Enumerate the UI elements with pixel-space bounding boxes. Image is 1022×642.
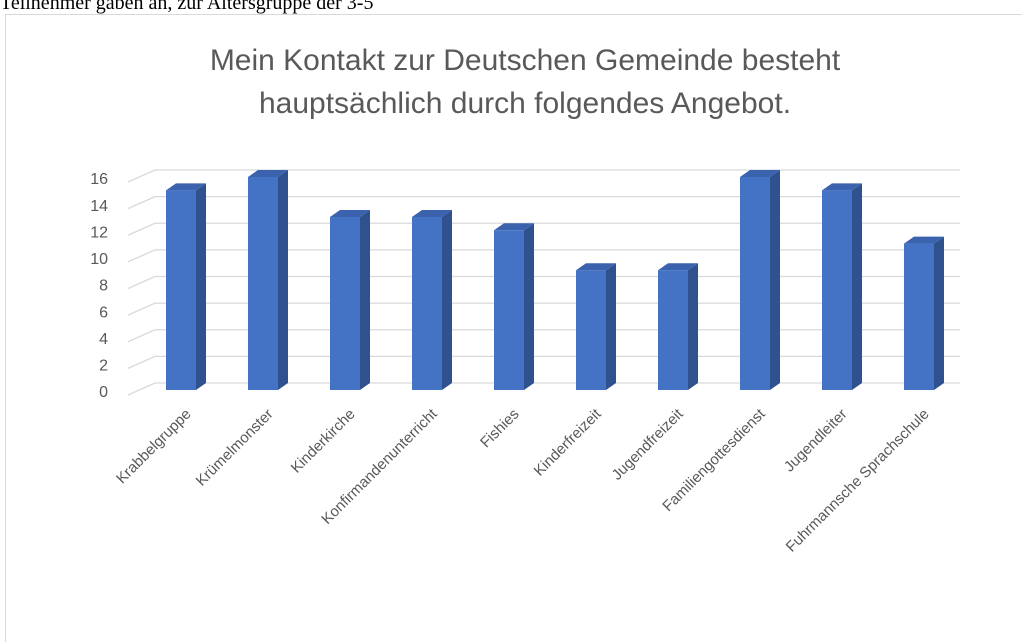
y-tick-label: 2	[99, 358, 108, 375]
grid-line	[127, 169, 960, 183]
bar-side	[360, 209, 370, 390]
bar-top	[576, 263, 616, 271]
bar-side	[770, 170, 780, 390]
bar-top	[658, 263, 698, 271]
y-tick-label: 14	[90, 198, 108, 215]
bar	[248, 177, 278, 390]
x-tick-label: Fishies	[477, 406, 523, 452]
bar-side	[442, 209, 452, 390]
bar	[330, 216, 360, 390]
bar	[412, 216, 442, 390]
x-tick-label: Krümelmonster	[193, 406, 277, 490]
y-tick-label: 12	[90, 224, 108, 241]
x-tick-label: Kinderfreizeit	[531, 405, 606, 480]
x-tick-label: Krabbelgruppe	[113, 406, 195, 488]
bar-top	[822, 183, 862, 191]
bar	[576, 270, 606, 390]
bar-side	[524, 223, 534, 390]
y-tick-label: 10	[90, 251, 108, 268]
bar-top	[166, 183, 206, 191]
grid-line	[127, 249, 960, 263]
y-tick-label: 6	[99, 304, 108, 321]
y-tick-label: 8	[99, 278, 108, 295]
y-tick-label: 4	[99, 331, 108, 348]
bar-side	[934, 236, 944, 390]
bar-side	[852, 183, 862, 390]
bar-top	[330, 209, 370, 217]
bar-top	[740, 170, 780, 177]
chart-title: Mein Kontakt zur Deutschen Gemeinde best…	[210, 44, 841, 77]
bar-top	[412, 209, 452, 217]
bar-side	[278, 170, 288, 390]
bar	[166, 190, 196, 390]
bar-top	[494, 223, 534, 231]
bar	[658, 270, 688, 390]
bar-side	[196, 183, 206, 390]
bar	[822, 190, 852, 390]
grid-line	[127, 222, 960, 236]
bar	[494, 230, 524, 390]
bar	[904, 243, 934, 390]
bar	[740, 177, 770, 390]
y-tick-label: 0	[99, 384, 108, 401]
grid-line	[127, 195, 960, 210]
header-text: Teilnehmer gaben an, zur Altersgruppe de…	[0, 0, 374, 14]
bar-top	[904, 236, 944, 244]
bar-top	[248, 170, 288, 177]
x-tick-label: Jugendleiter	[781, 406, 851, 476]
x-tick-label: Fuhrmannsche Sprachschule	[783, 406, 933, 556]
x-tick-label: Jugendfreizeit	[609, 405, 688, 484]
chart-title: hauptsächlich durch folgendes Angebot.	[259, 87, 791, 120]
y-tick-label: 16	[90, 171, 108, 188]
chart-border	[5, 14, 1022, 642]
bar-side	[606, 263, 616, 390]
bar-side	[688, 263, 698, 390]
x-tick-label: Kinderkirche	[288, 406, 359, 477]
